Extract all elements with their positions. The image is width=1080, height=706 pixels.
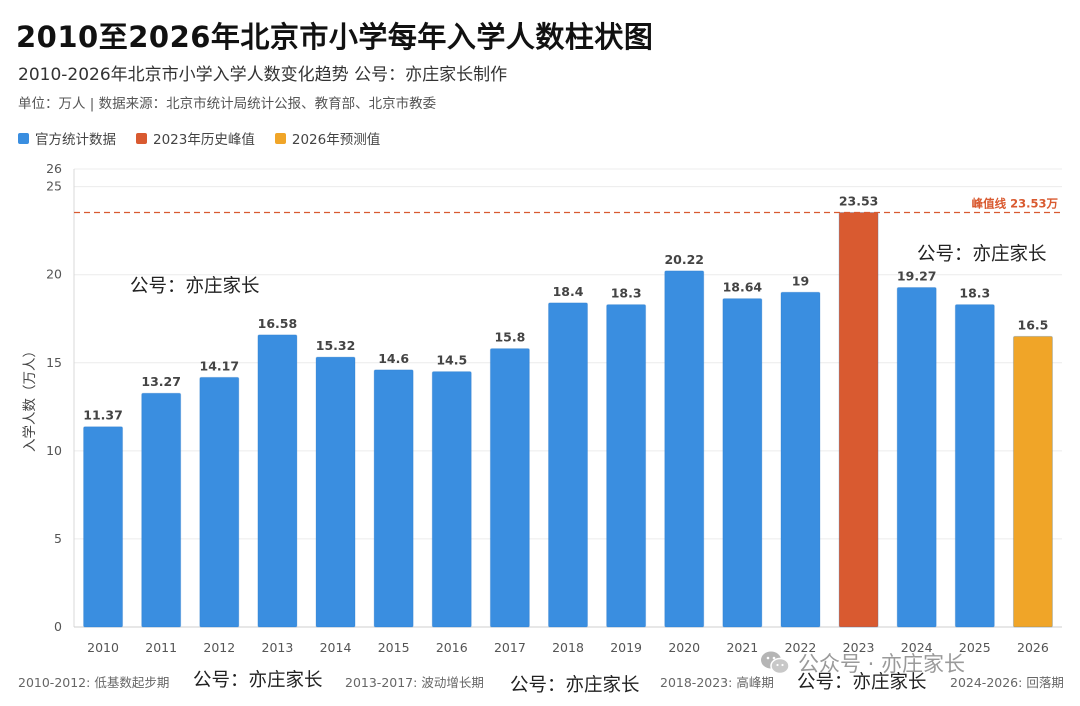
data-source-note: 单位：万人 | 数据来源：北京市统计局统计公报、教育部、北京市教委 <box>18 96 437 112</box>
value-label-2025: 18.3 <box>959 286 990 301</box>
legend-swatch-official <box>18 132 29 144</box>
value-label-2010: 11.37 <box>83 408 123 423</box>
x-tick-label-2020: 2020 <box>668 640 700 655</box>
watermark-text: 公号：亦庄家长 <box>510 675 640 696</box>
footer-note-phase-2: 2013-2017: 波动增长期 <box>345 675 484 690</box>
value-label-2014: 15.32 <box>316 338 356 353</box>
bar-2010 <box>83 426 124 628</box>
x-tick-label-2018: 2018 <box>552 640 584 655</box>
x-tick-label-2014: 2014 <box>320 640 352 655</box>
watermark-text: 公号：亦庄家长 <box>193 670 323 691</box>
value-label-2023: 23.53 <box>839 194 879 209</box>
value-label-2024: 19.27 <box>897 269 937 284</box>
y-tick-label: 20 <box>46 267 62 282</box>
wechat-icon <box>760 650 790 676</box>
value-label-2026: 16.5 <box>1018 317 1049 332</box>
legend-swatch-peak <box>136 132 147 144</box>
x-tick-label-2024: 2024 <box>901 640 933 655</box>
footer-note-phase-3: 2018-2023: 高峰期 <box>660 675 774 690</box>
legend-item-official: 官方统计数据 <box>18 128 116 148</box>
value-label-2019: 18.3 <box>611 286 642 301</box>
value-label-2013: 16.58 <box>258 316 298 331</box>
chart-title: 2010至2026年北京市小学每年入学人数柱状图 <box>16 20 654 54</box>
y-axis-title: 入学人数（万人） <box>22 344 38 452</box>
value-label-2021: 18.64 <box>723 280 763 295</box>
x-tick-label-2021: 2021 <box>726 640 758 655</box>
x-tick-label-2010: 2010 <box>87 640 119 655</box>
bar-2019 <box>606 304 647 628</box>
wechat-watermark: 公众号 · 亦庄家长 <box>760 648 965 678</box>
value-label-2022: 19 <box>792 273 809 288</box>
y-tick-label: 0 <box>54 619 62 634</box>
legend-label-official: 官方统计数据 <box>35 132 116 148</box>
value-label-2016: 14.5 <box>436 353 467 368</box>
footer-note-phase-4: 2024-2026: 回落期 <box>950 675 1064 690</box>
x-tick-label-2019: 2019 <box>610 640 642 655</box>
y-tick-label: 10 <box>46 443 62 458</box>
bar-2013 <box>257 334 298 628</box>
bar-2026 <box>1012 335 1053 628</box>
y-tick-label: 15 <box>46 355 62 370</box>
x-tick-label-2011: 2011 <box>145 640 177 655</box>
footer-note-phase-1: 2010-2012: 低基数起步期 <box>18 675 170 690</box>
x-tick-label-2015: 2015 <box>378 640 410 655</box>
legend-label-forecast: 2026年预测值 <box>291 132 381 148</box>
watermark-text: 公号：亦庄家长 <box>797 672 927 693</box>
bar-2020 <box>664 270 705 628</box>
value-label-2012: 14.17 <box>200 358 240 373</box>
bar-2018 <box>548 302 588 628</box>
value-label-2017: 15.8 <box>494 330 525 345</box>
legend-item-peak: 2023年历史峰值 <box>136 128 255 148</box>
x-tick-label-2016: 2016 <box>436 640 468 655</box>
bar-2025 <box>954 304 995 628</box>
x-tick-label-2012: 2012 <box>203 640 235 655</box>
legend-swatch-forecast <box>274 132 286 144</box>
x-tick-label-2013: 2013 <box>262 640 294 655</box>
value-label-2011: 13.27 <box>141 374 181 389</box>
value-label-2015: 14.6 <box>378 351 409 366</box>
y-tick-label: 5 <box>54 531 62 546</box>
x-tick-label-2025: 2025 <box>959 640 991 655</box>
bar-2021 <box>722 298 763 628</box>
bar-2024 <box>896 287 937 628</box>
bar-2014 <box>315 356 356 628</box>
legend: 官方统计数据 2023年历史峰值 2026年预测值 <box>18 128 380 148</box>
y-tick-label: 26 <box>46 161 62 176</box>
bar-2016 <box>431 371 472 628</box>
bar-2022 <box>780 291 821 628</box>
watermark-text: 公号：亦庄家长 <box>917 244 1047 265</box>
bar-2017 <box>489 348 530 628</box>
x-tick-label-2022: 2022 <box>785 640 817 655</box>
x-tick-label-2017: 2017 <box>494 640 526 655</box>
x-tick-label-2026: 2026 <box>1017 640 1049 655</box>
bar-2011 <box>141 392 182 628</box>
watermark-text: 公号：亦庄家长 <box>130 276 260 297</box>
peak-reference-label: 峰值线 23.53万 <box>972 197 1059 211</box>
legend-item-forecast: 2026年预测值 <box>274 128 381 148</box>
value-label-2018: 18.4 <box>553 284 584 299</box>
bar-2012 <box>199 376 240 628</box>
y-tick-label: 25 <box>46 179 62 194</box>
x-tick-label-2023: 2023 <box>843 640 875 655</box>
chart-subtitle: 2010-2026年北京市小学入学人数变化趋势 公号：亦庄家长制作 <box>18 65 508 85</box>
wechat-watermark-text: 公众号 · 亦庄家长 <box>798 652 966 676</box>
bar-2015 <box>373 369 414 628</box>
value-label-2020: 20.22 <box>664 252 704 267</box>
legend-label-peak: 2023年历史峰值 <box>153 132 255 148</box>
bar-2023 <box>838 212 879 628</box>
